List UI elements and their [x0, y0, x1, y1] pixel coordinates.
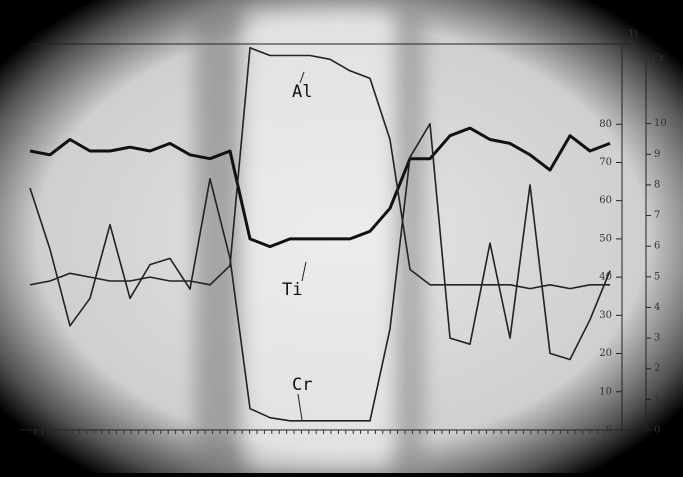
y-tick-label: 80: [599, 119, 612, 130]
y-tick-label: 30: [599, 310, 612, 321]
data-line: [29, 122, 611, 422]
y2-tick-label: 6: [654, 241, 660, 252]
y-tick-label: 60: [599, 195, 612, 206]
series-label: Cr: [292, 375, 312, 395]
y2-tick-label: 3: [654, 333, 660, 344]
series-label: Ti: [282, 280, 302, 300]
y-tick-label: 0: [606, 425, 612, 436]
label-pointer: [301, 261, 307, 282]
series-label: Al: [292, 82, 312, 102]
y2-axis-label: Cr%: [652, 53, 665, 74]
y2-tick-label: 1: [654, 394, 660, 405]
y2-tick-label: 0: [654, 425, 660, 436]
y-tick-label: 50: [599, 233, 612, 244]
data-line: [29, 126, 611, 249]
y-axis-label: Ti%: [628, 29, 638, 50]
label-pointer: [297, 393, 303, 421]
y2-tick-label: 9: [654, 149, 660, 160]
y2-tick-label: 8: [654, 179, 660, 190]
y-tick-label: 10: [599, 386, 612, 397]
label-pointer: [299, 71, 305, 84]
y2-tick-label: 10: [654, 118, 667, 129]
data-line: [29, 47, 610, 290]
y2-tick-label: 4: [654, 302, 660, 313]
y2-tick-label: 5: [654, 271, 660, 282]
y-tick-label: 70: [599, 157, 612, 168]
y2-tick-label: 2: [654, 363, 660, 374]
y-tick-label: 20: [599, 348, 612, 359]
y2-tick-label: 7: [654, 210, 660, 221]
y-tick-label: 40: [599, 272, 612, 283]
